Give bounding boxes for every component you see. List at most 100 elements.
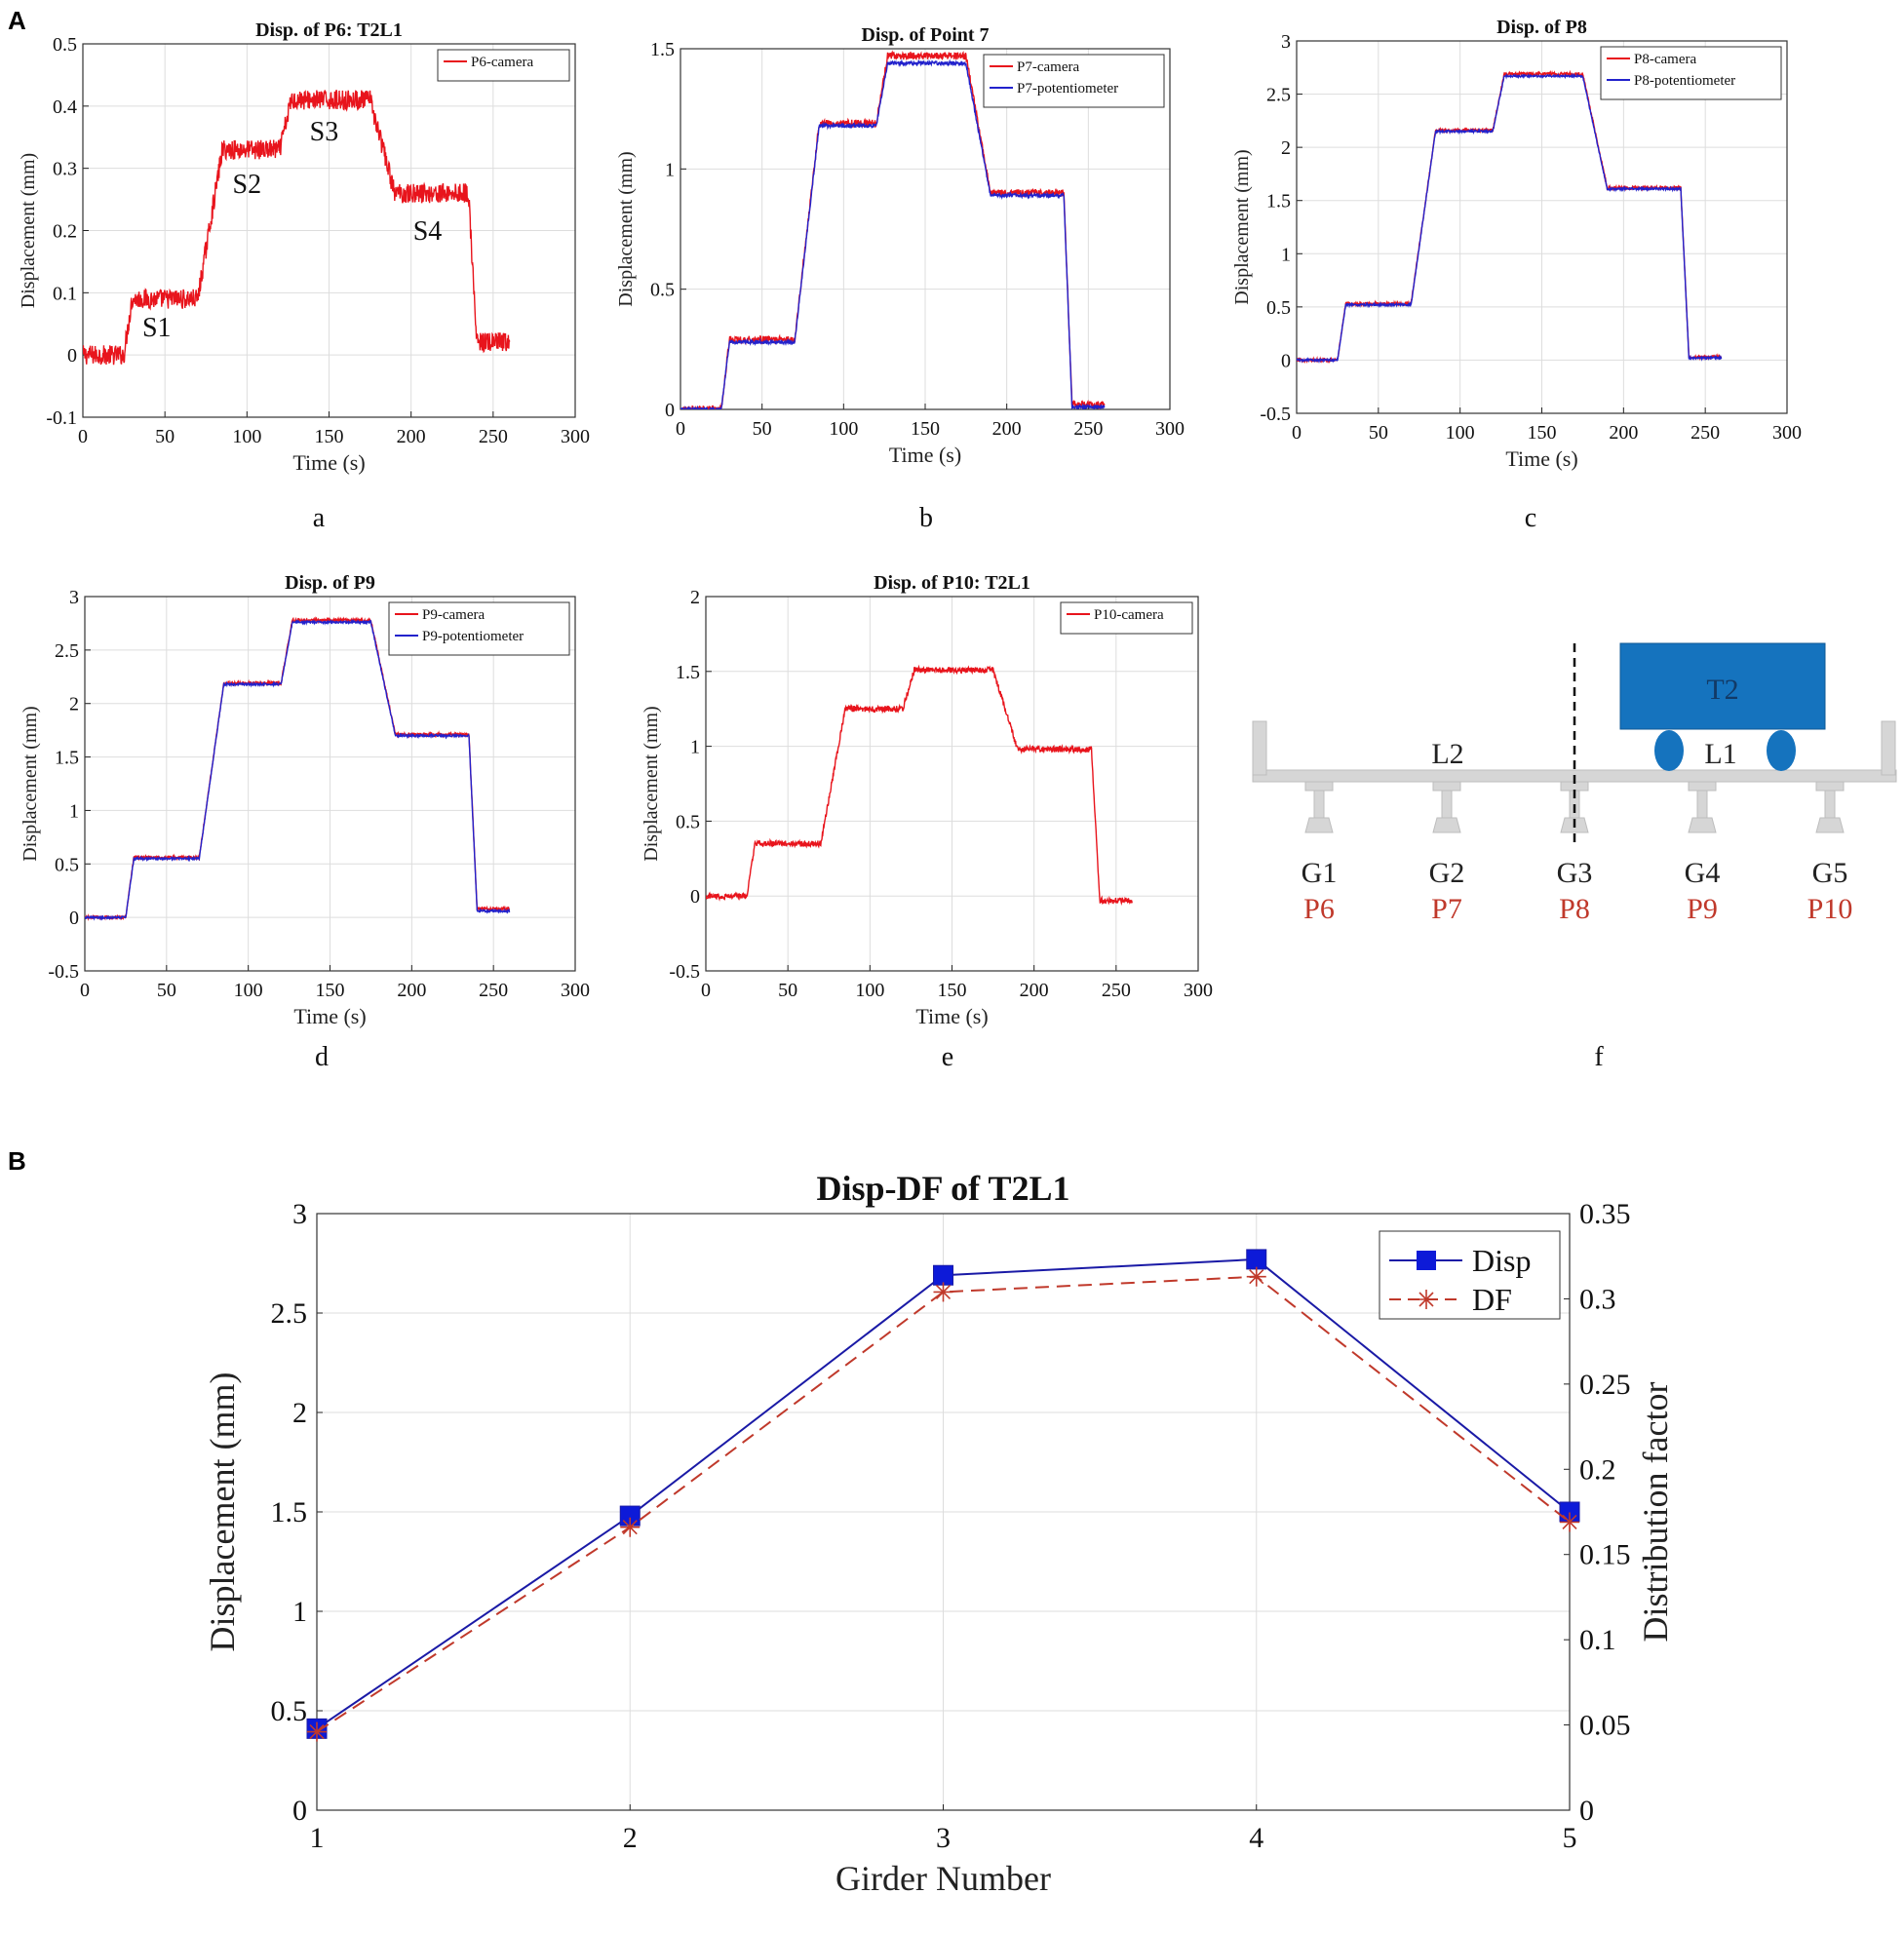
y-axis-label: Displacement (mm) — [615, 151, 637, 306]
series-line-P7-potentiometer — [680, 58, 1106, 409]
x-tick-label: 200 — [1609, 422, 1638, 444]
x-tick-label: 100 — [232, 426, 261, 447]
chart-title: Disp. of P9 — [285, 572, 375, 594]
y-tick-label: 0.1 — [53, 283, 77, 304]
charts-layer: 0 50 100 150 200 250 300-0.100.10.20.30.40.5Di… — [18, 17, 1802, 1898]
legend-label: P7-potentiometer — [1017, 81, 1118, 97]
y-tick-label: 0.4 — [53, 97, 77, 118]
series-layer — [680, 50, 1106, 409]
x-tick-label: 150 — [316, 980, 345, 1001]
x-tick-label: 5 — [1563, 1822, 1577, 1854]
lane-label-l2: L2 — [1431, 738, 1463, 770]
y-tick-label: 0.3 — [53, 159, 77, 180]
legend-box — [983, 54, 1165, 108]
x-tick-label: 300 — [561, 980, 590, 1001]
plot-frame — [680, 48, 1171, 410]
y-tick-label: 3 — [1281, 31, 1291, 53]
legend-label: P10-camera — [1094, 607, 1164, 623]
legend-label: P9-potentiometer — [422, 629, 524, 644]
stage-annotation: S1 — [142, 313, 172, 343]
y-right-axis-label: Distribution factor — [1636, 1382, 1675, 1643]
y-right-tick-label: 0.15 — [1579, 1539, 1631, 1571]
x-tick-label: 150 — [938, 980, 967, 1001]
x-tick-label: 200 — [397, 426, 426, 447]
girder-web — [1696, 790, 1708, 819]
girder-web — [1313, 790, 1325, 819]
legend-label: P6-camera — [471, 55, 533, 70]
subfigure-label: b — [919, 503, 933, 533]
x-tick-label: 250 — [1690, 422, 1720, 444]
legend-box — [1379, 1230, 1561, 1320]
girder-top-flange — [1815, 781, 1845, 792]
y-right-tick-label: 0.25 — [1579, 1369, 1631, 1401]
x-axis-label: Girder Number — [835, 1859, 1051, 1898]
legend-box — [1060, 601, 1193, 635]
subfigure-label: f — [1594, 1042, 1604, 1072]
x-axis-label: Time (s) — [292, 450, 365, 475]
girder-top-flange — [1304, 781, 1334, 792]
truck-wheel-left — [1654, 730, 1684, 771]
x-tick-label: 150 — [911, 418, 940, 440]
truck-label: T2 — [1706, 674, 1738, 706]
x-tick-label: 0 — [676, 418, 685, 440]
y-tick-label: 0.5 — [650, 280, 675, 301]
chart-c: 0 50 100 150 200 250 300-0.500.511.522.53Disp.… — [1231, 17, 1802, 533]
x-tick-label: 250 — [479, 426, 508, 447]
x-tick-label: 250 — [1073, 418, 1103, 440]
x-tick-label: 1 — [310, 1822, 325, 1854]
panel-a-letter: A — [8, 6, 26, 35]
plot-frame — [705, 596, 1199, 972]
chart-title: Disp-DF of T2L1 — [816, 1169, 1069, 1208]
x-tick-label: 50 — [157, 980, 176, 1001]
y-tick-label: -0.1 — [46, 407, 77, 429]
stage-annotation: S2 — [233, 170, 262, 200]
chart-title: Disp. of Point 7 — [861, 24, 989, 46]
legend-label: P7-camera — [1017, 59, 1079, 75]
legend-marker-stroke — [1418, 1292, 1434, 1307]
x-tick-label: 250 — [479, 980, 508, 1001]
truck-wheel-right — [1767, 730, 1796, 771]
y-tick-label: 1.5 — [1266, 191, 1291, 213]
x-tick-label: 2 — [623, 1822, 638, 1854]
x-tick-label: 150 — [315, 426, 344, 447]
y-axis-label: Displacement (mm) — [203, 1372, 242, 1652]
girder-label: G3 — [1557, 857, 1593, 889]
y-right-tick-label: 0.05 — [1579, 1710, 1631, 1742]
y-right-tick-label: 0.3 — [1579, 1283, 1616, 1315]
measure-point-label: P8 — [1559, 893, 1590, 925]
chart-a: 0 50 100 150 200 250 300-0.100.10.20.30.40.5Di… — [18, 19, 590, 533]
legend-label: P9-camera — [422, 607, 485, 623]
x-tick-label: 50 — [155, 426, 175, 447]
y-tick-label: 0 — [1281, 350, 1291, 371]
df-marker-stroke — [622, 1520, 638, 1535]
disp-marker — [933, 1264, 953, 1286]
legend: Disp DF — [1379, 1230, 1561, 1320]
girder-label: G4 — [1685, 857, 1721, 889]
series-line-P10-camera — [706, 664, 1134, 907]
df-marker-stroke — [309, 1723, 325, 1740]
subfigure-label: a — [313, 503, 326, 533]
x-tick-label: 0 — [78, 426, 88, 447]
y-tick-label: 1.5 — [650, 39, 675, 60]
stage-annotation: S3 — [310, 117, 339, 147]
x-tick-label: 200 — [1020, 980, 1049, 1001]
legend: P10-camera — [1060, 601, 1193, 635]
y-tick-label: 0 — [690, 886, 700, 908]
chart-d: 0 50 100 150 200 250 300-0.500.511.522.53Disp.… — [19, 572, 590, 1072]
x-tick-label: 50 — [778, 980, 797, 1001]
x-tick-label: 150 — [1528, 422, 1557, 444]
x-tick-label: 3 — [936, 1822, 951, 1854]
y-tick-label: 1.5 — [676, 662, 700, 683]
right-barrier — [1881, 720, 1896, 776]
df-marker — [933, 1282, 953, 1302]
y-tick-label: 0 — [292, 1795, 307, 1827]
y-tick-label: 0.2 — [53, 221, 77, 243]
subfigure-label: d — [315, 1042, 329, 1072]
subfigure-label: e — [942, 1042, 953, 1072]
girder-web — [1441, 790, 1453, 819]
series-line-P8-potentiometer — [1297, 72, 1723, 364]
